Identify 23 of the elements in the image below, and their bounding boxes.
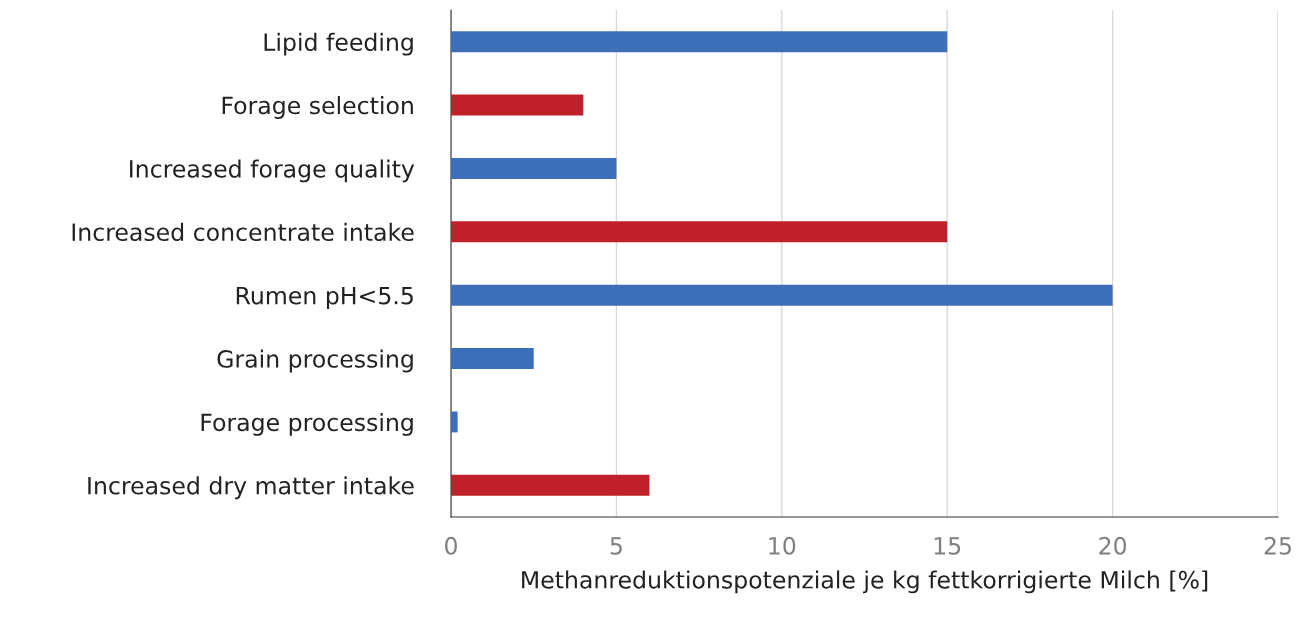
- bar: [451, 94, 584, 116]
- bar: [451, 31, 948, 53]
- y-tick-label: Increased dry matter intake: [88, 476, 414, 500]
- x-tick-label: 15: [934, 537, 961, 555]
- x-tick-label: 20: [1099, 536, 1127, 555]
- y-tick-label: Forage selection: [222, 96, 413, 119]
- x-tick-label: 25: [1264, 536, 1291, 555]
- x-tick-label: 0: [445, 536, 457, 555]
- y-tick-label: Increased concentrate intake: [72, 222, 414, 242]
- y-tick-label: Grain processing: [217, 349, 413, 373]
- bar: [451, 284, 1113, 306]
- y-tick-label: Lipid feeding: [264, 32, 413, 56]
- bar: [451, 411, 458, 433]
- y-tick-label: Increased forage quality: [130, 159, 415, 183]
- bar: [451, 221, 948, 243]
- bar: [451, 348, 534, 370]
- y-tick-label: Forage processing: [201, 412, 413, 436]
- x-tick-label: 10: [769, 536, 796, 555]
- x-tick-label: 5: [610, 537, 622, 555]
- x-axis-title: Methanreduktionspotenziale je kg fettkorrigierte Milch [%]: [522, 570, 1208, 594]
- y-tick-label: Rumen pH<5.5: [236, 286, 413, 310]
- bar: [451, 474, 650, 496]
- bar: [451, 157, 617, 179]
